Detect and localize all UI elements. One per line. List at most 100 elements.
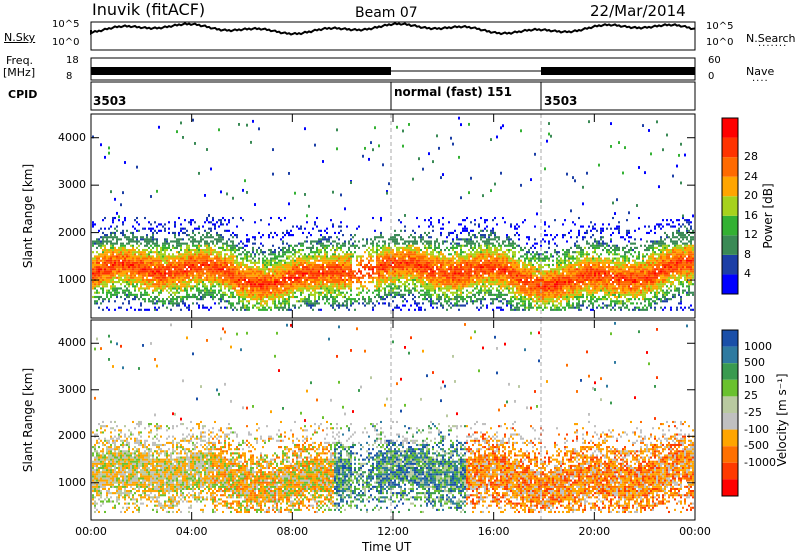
heatmap-cell bbox=[296, 268, 298, 271]
heatmap-cell bbox=[154, 270, 156, 273]
heatmap-cell bbox=[356, 257, 358, 260]
heatmap-cell bbox=[100, 295, 102, 299]
heatmap-cell bbox=[484, 289, 486, 292]
heatmap-cell bbox=[184, 263, 186, 267]
heatmap-cell bbox=[314, 255, 316, 258]
heatmap-cell bbox=[266, 263, 268, 267]
heatmap-cell bbox=[438, 298, 440, 301]
heatmap-cell bbox=[308, 293, 310, 296]
heatmap-cell bbox=[388, 238, 390, 241]
heatmap-cell bbox=[354, 244, 356, 247]
heatmap-cell bbox=[98, 283, 100, 286]
heatmap-cell bbox=[432, 285, 434, 288]
heatmap-cell bbox=[366, 263, 368, 267]
heatmap-cell bbox=[400, 274, 402, 277]
heatmap-cell bbox=[94, 272, 96, 275]
heatmap-cell bbox=[436, 272, 438, 275]
heatmap-cell bbox=[246, 274, 248, 277]
heatmap-cell bbox=[392, 280, 394, 284]
heatmap-cell bbox=[138, 272, 140, 275]
heatmap-cell bbox=[234, 246, 236, 249]
heatmap-cell bbox=[384, 276, 386, 279]
heatmap-cell bbox=[98, 268, 100, 271]
heatmap-cell bbox=[116, 287, 118, 290]
heatmap-cell bbox=[452, 285, 454, 288]
heatmap-cell bbox=[138, 248, 140, 252]
heatmap-cell bbox=[414, 257, 416, 260]
heatmap-cell bbox=[164, 300, 166, 303]
heatmap-cell bbox=[330, 293, 332, 296]
heatmap-cell bbox=[272, 257, 274, 260]
heatmap-cell bbox=[404, 255, 406, 258]
heatmap-cell bbox=[340, 304, 342, 307]
heatmap-cell bbox=[128, 242, 130, 245]
heatmap-cell bbox=[306, 300, 308, 303]
heatmap-cell bbox=[408, 253, 410, 256]
heatmap-cell bbox=[160, 248, 162, 252]
heatmap-cell bbox=[200, 263, 202, 267]
heatmap-cell bbox=[470, 242, 472, 245]
heatmap-cell bbox=[150, 295, 152, 299]
heatmap-cell bbox=[404, 248, 406, 252]
heatmap-cell bbox=[440, 276, 442, 279]
heatmap-cell bbox=[192, 242, 194, 245]
heatmap-cell bbox=[220, 221, 222, 224]
heatmap-cell bbox=[102, 289, 104, 292]
heatmap-cell bbox=[172, 257, 174, 260]
heatmap-cell bbox=[212, 293, 214, 296]
heatmap-cell bbox=[318, 229, 320, 232]
heatmap-cell bbox=[126, 272, 128, 275]
heatmap-cell bbox=[294, 278, 296, 281]
heatmap-cell bbox=[290, 266, 292, 269]
heatmap-cell bbox=[234, 287, 236, 290]
heatmap-cell bbox=[274, 295, 276, 299]
heatmap-cell bbox=[298, 272, 300, 275]
heatmap-cell bbox=[472, 248, 474, 252]
heatmap-cell bbox=[144, 287, 146, 290]
heatmap-cell bbox=[278, 259, 280, 262]
heatmap-cell bbox=[314, 221, 316, 224]
heatmap-cell bbox=[348, 242, 350, 245]
heatmap-cell bbox=[270, 231, 272, 235]
heatmap-cell bbox=[434, 291, 436, 294]
heatmap-cell bbox=[320, 287, 322, 290]
heatmap-cell bbox=[102, 308, 104, 311]
heatmap-cell bbox=[412, 280, 414, 284]
heatmap-cell bbox=[114, 289, 116, 292]
heatmap-cell bbox=[332, 246, 334, 249]
heatmap-cell bbox=[186, 291, 188, 294]
heatmap-cell bbox=[448, 221, 450, 224]
heatmap-cell bbox=[312, 270, 314, 273]
heatmap-cell bbox=[176, 268, 178, 271]
heatmap-cell bbox=[132, 238, 134, 241]
heatmap-cell bbox=[454, 251, 456, 254]
heatmap-cell bbox=[134, 263, 136, 267]
heatmap-cell bbox=[450, 266, 452, 269]
heatmap-cell bbox=[94, 259, 96, 262]
heatmap-cell bbox=[364, 300, 366, 303]
heatmap-cell bbox=[142, 287, 144, 290]
heatmap-cell bbox=[322, 255, 324, 258]
heatmap-cell bbox=[182, 259, 184, 262]
heatmap-cell bbox=[386, 261, 388, 264]
heatmap-cell bbox=[382, 261, 384, 264]
heatmap-cell bbox=[302, 285, 304, 288]
heatmap-cell bbox=[370, 242, 372, 245]
heatmap-cell bbox=[394, 244, 396, 247]
heatmap-cell bbox=[302, 272, 304, 275]
heatmap-cell bbox=[232, 231, 234, 235]
heatmap-cell bbox=[414, 248, 416, 252]
heatmap-cell bbox=[146, 291, 148, 294]
heatmap-cell bbox=[114, 285, 116, 288]
heatmap-cell bbox=[346, 274, 348, 277]
heatmap-cell bbox=[304, 257, 306, 260]
heatmap-cell bbox=[106, 236, 108, 239]
heatmap-cell bbox=[460, 263, 462, 267]
heatmap-cell bbox=[100, 287, 102, 290]
heatmap-cell bbox=[418, 253, 420, 256]
heatmap-cell bbox=[260, 283, 262, 286]
heatmap-cell bbox=[262, 291, 264, 294]
heatmap-cell bbox=[430, 240, 432, 243]
heatmap-cell bbox=[234, 234, 236, 237]
heatmap-cell bbox=[220, 246, 222, 249]
